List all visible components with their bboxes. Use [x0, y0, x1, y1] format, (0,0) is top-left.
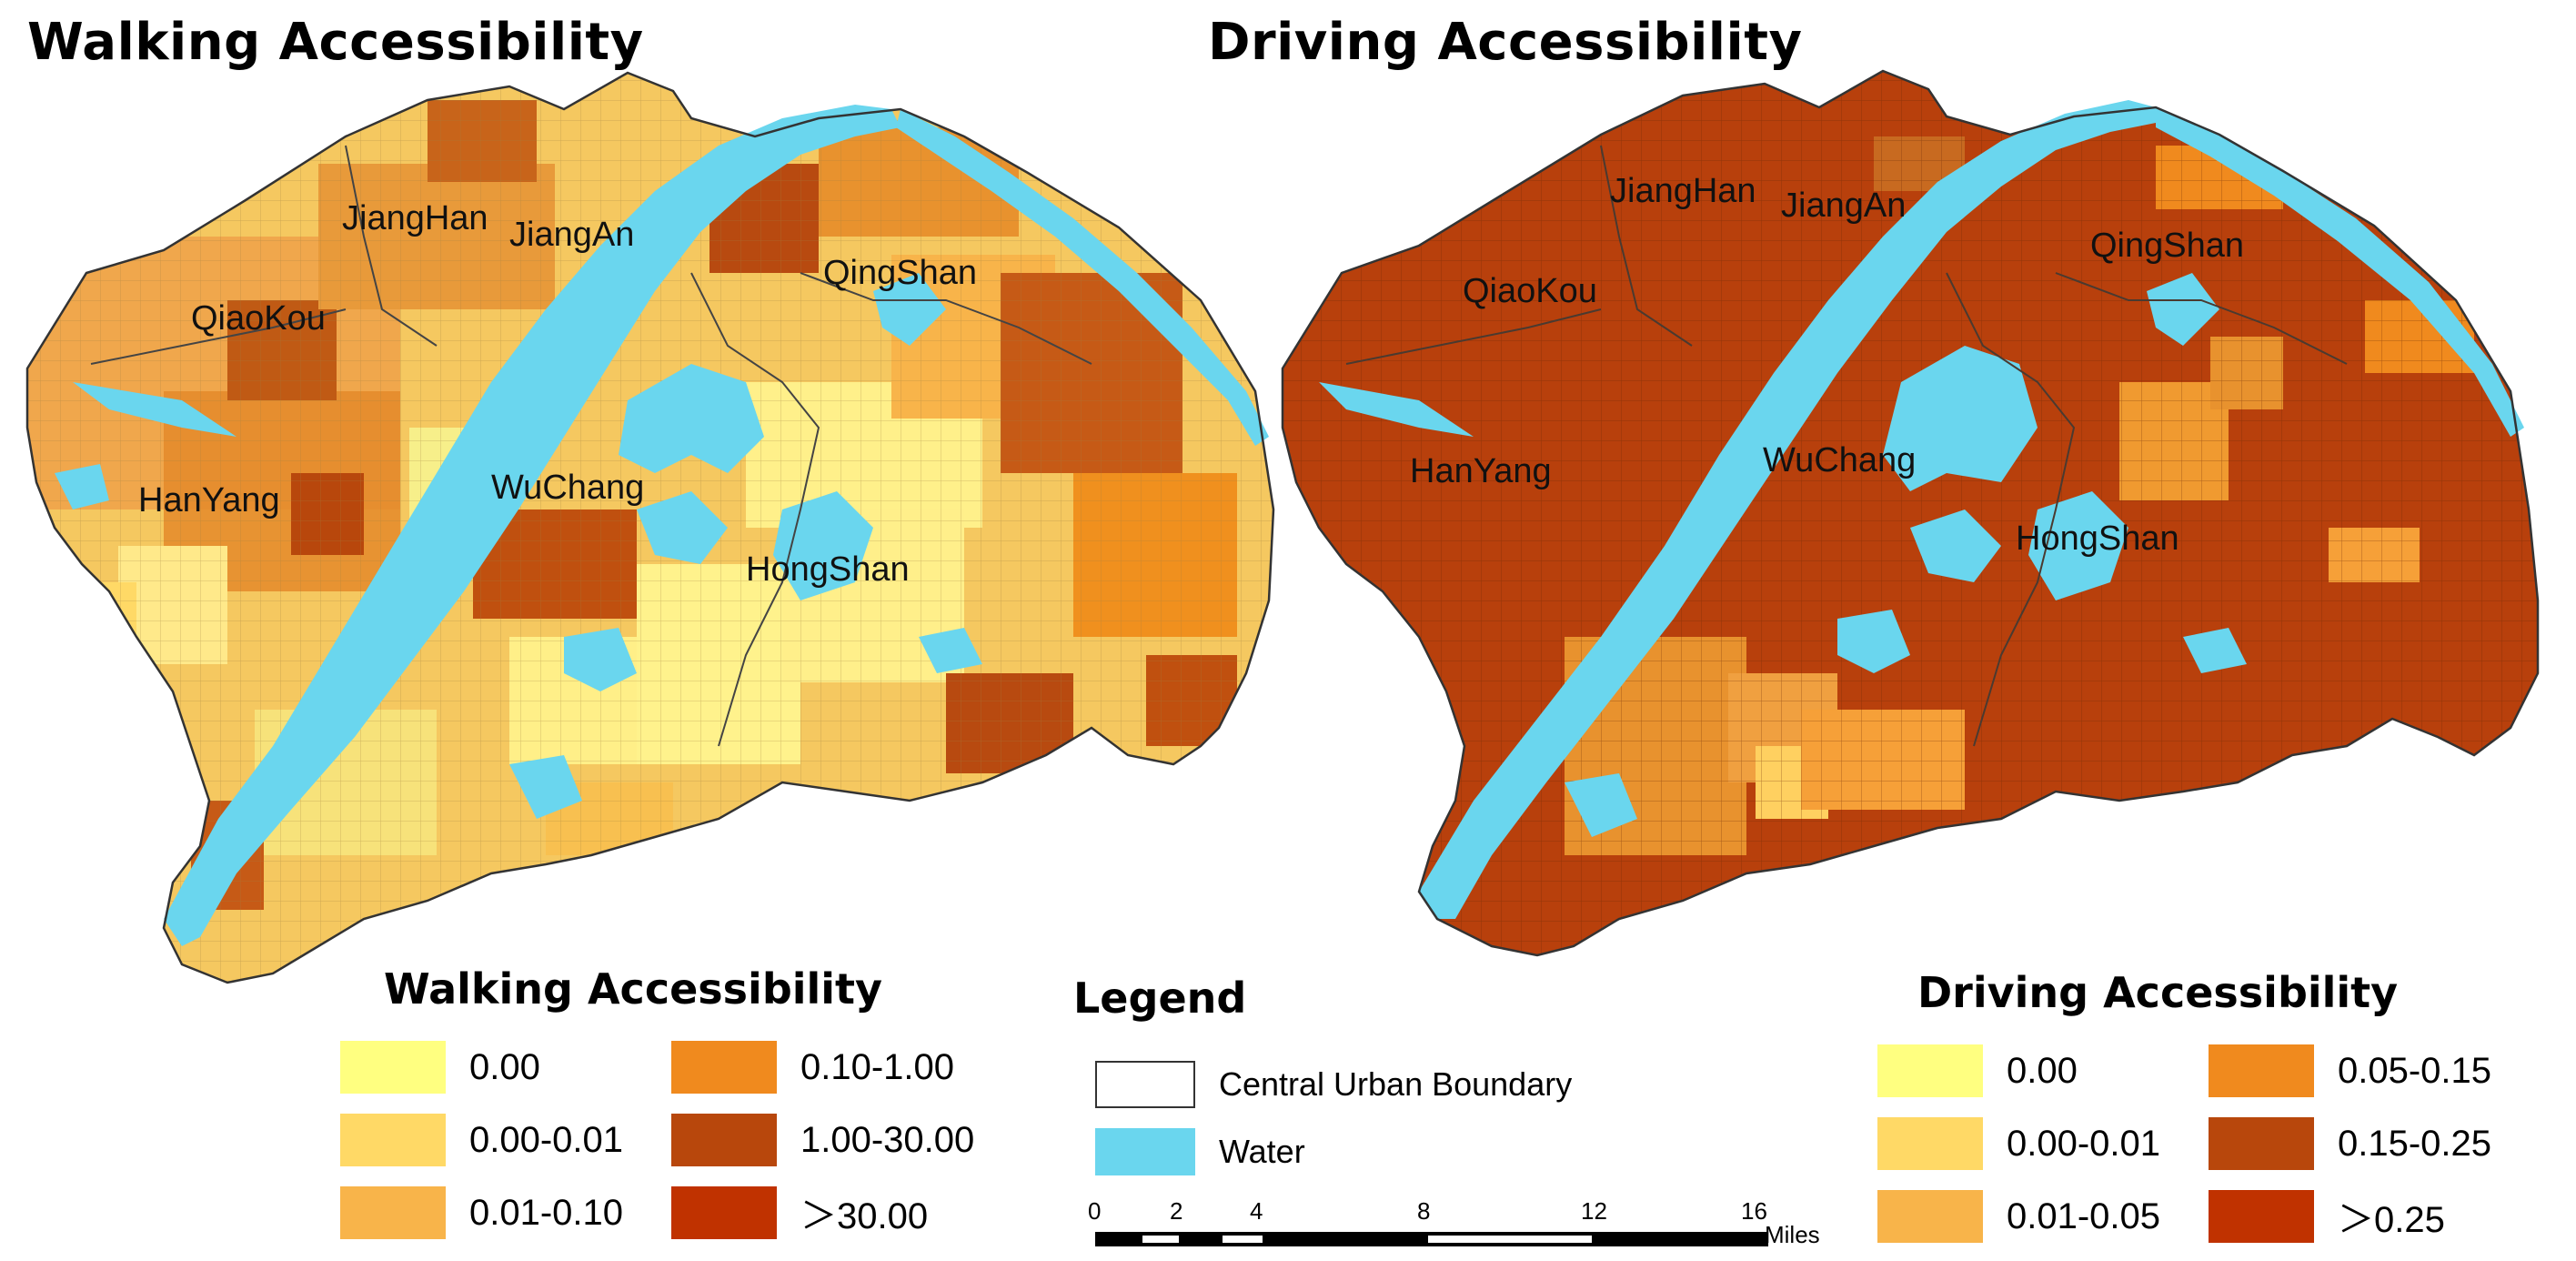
legend-swatch	[1877, 1190, 1983, 1243]
label-qiaokou: QiaoKou	[1463, 272, 1597, 310]
label-hanyang: HanYang	[138, 481, 280, 520]
label-jianghan: JiangHan	[1610, 172, 1756, 210]
scale-unit: Miles	[1765, 1221, 1820, 1248]
water-legend-item: Water	[1095, 1128, 1305, 1175]
driving-legend-item: 0.05-0.15	[2209, 1044, 2491, 1097]
walking-legend-title: Walking Accessibility	[384, 964, 883, 1014]
water-swatch	[1095, 1128, 1195, 1175]
legend-label: 0.00-0.01	[2007, 1123, 2161, 1164]
legend-swatch	[340, 1186, 446, 1239]
walking-map: JiangHan JiangAn QiaoKou QingShan HanYan…	[25, 71, 1275, 984]
driving-district-lines	[1345, 145, 2348, 747]
driving-legend-item: 0.15-0.25	[2209, 1117, 2491, 1170]
scale-tick: 8	[1417, 1197, 1431, 1225]
driving-legend-title: Driving Accessibility	[1917, 968, 2399, 1017]
driving-legend-item: 0.00	[1877, 1044, 2078, 1097]
legend-swatch	[2209, 1117, 2314, 1170]
legend-label: 1.00-30.00	[800, 1119, 975, 1160]
scale-tick: 12	[1581, 1197, 1607, 1225]
label-jianghan: JiangHan	[342, 199, 488, 237]
legend-swatch	[671, 1114, 777, 1166]
boundary-legend-item: Central Urban Boundary	[1095, 1061, 1572, 1108]
label-hanyang: HanYang	[1410, 452, 1552, 490]
walking-legend-item: 1.00-30.00	[671, 1114, 974, 1166]
legend-swatch	[340, 1114, 446, 1166]
walking-district-labels: JiangHan JiangAn QiaoKou QingShan HanYan…	[138, 199, 977, 589]
walking-legend-item: ＞30.00	[671, 1186, 928, 1239]
legend-label: 0.00	[469, 1046, 540, 1087]
label-hongshan: HongShan	[746, 550, 910, 589]
legend-label: 0.00-0.01	[469, 1119, 624, 1160]
legend-label: 0.05-0.15	[2338, 1050, 2492, 1091]
walking-district-lines	[90, 145, 1092, 747]
label-qiaokou: QiaoKou	[191, 299, 326, 338]
driving-legend-item: 0.01-0.05	[1877, 1190, 2160, 1243]
legend-swatch	[340, 1041, 446, 1094]
walking-legend-item: 0.00-0.01	[340, 1114, 623, 1166]
legend-swatch	[2209, 1190, 2314, 1243]
walking-map-title: Walking Accessibility	[27, 13, 644, 72]
legend-label: 0.01-0.05	[2007, 1195, 2161, 1236]
label-hongshan: HongShan	[2016, 520, 2179, 558]
label-wuchang: WuChang	[491, 469, 644, 507]
boundary-swatch	[1095, 1061, 1195, 1108]
scale-tick: 0	[1088, 1197, 1102, 1225]
scale-tick: 16	[1741, 1197, 1767, 1225]
scale-tick: 2	[1170, 1197, 1183, 1225]
walking-legend-item: 0.10-1.00	[671, 1041, 954, 1094]
driving-district-labels: JiangHan JiangAn QiaoKou QingShan HanYan…	[1410, 172, 2244, 558]
boundary-label: Central Urban Boundary	[1219, 1065, 1573, 1103]
walking-legend-item: 0.00	[340, 1041, 540, 1094]
scale-tick: 4	[1250, 1197, 1263, 1225]
legend-swatch	[671, 1041, 777, 1094]
driving-map-water	[1319, 100, 2524, 919]
water-label: Water	[1219, 1133, 1305, 1170]
legend-label: 0.15-0.25	[2338, 1123, 2492, 1164]
walking-map-water	[55, 105, 1269, 946]
legend-label: ＞0.25	[2338, 1200, 2445, 1240]
label-wuchang: WuChang	[1763, 441, 1916, 479]
label-qingshan: QingShan	[823, 254, 977, 292]
legend-label: 0.01-0.10	[469, 1192, 624, 1233]
driving-map-title: Driving Accessibility	[1208, 13, 1803, 72]
driving-legend-item: ＞0.25	[2209, 1190, 2445, 1243]
label-jiangan: JiangAn	[1781, 187, 1906, 225]
walking-legend-item: 0.01-0.10	[340, 1186, 623, 1239]
legend-label: 0.00	[2007, 1050, 2078, 1091]
driving-legend-item: 0.00-0.01	[1877, 1117, 2160, 1170]
legend-swatch	[1877, 1117, 1983, 1170]
legend-label: 0.10-1.00	[800, 1046, 955, 1087]
legend-swatch	[2209, 1044, 2314, 1097]
label-jiangan: JiangAn	[509, 216, 634, 254]
scale-bar	[1095, 1232, 1768, 1246]
driving-map: JiangHan JiangAn QiaoKou QingShan HanYan…	[1281, 69, 2540, 957]
legend-label: ＞30.00	[800, 1196, 929, 1236]
label-qingshan: QingShan	[2090, 227, 2244, 265]
legend-swatch	[1877, 1044, 1983, 1097]
legend-swatch	[671, 1186, 777, 1239]
main-legend-title: Legend	[1073, 973, 1247, 1023]
